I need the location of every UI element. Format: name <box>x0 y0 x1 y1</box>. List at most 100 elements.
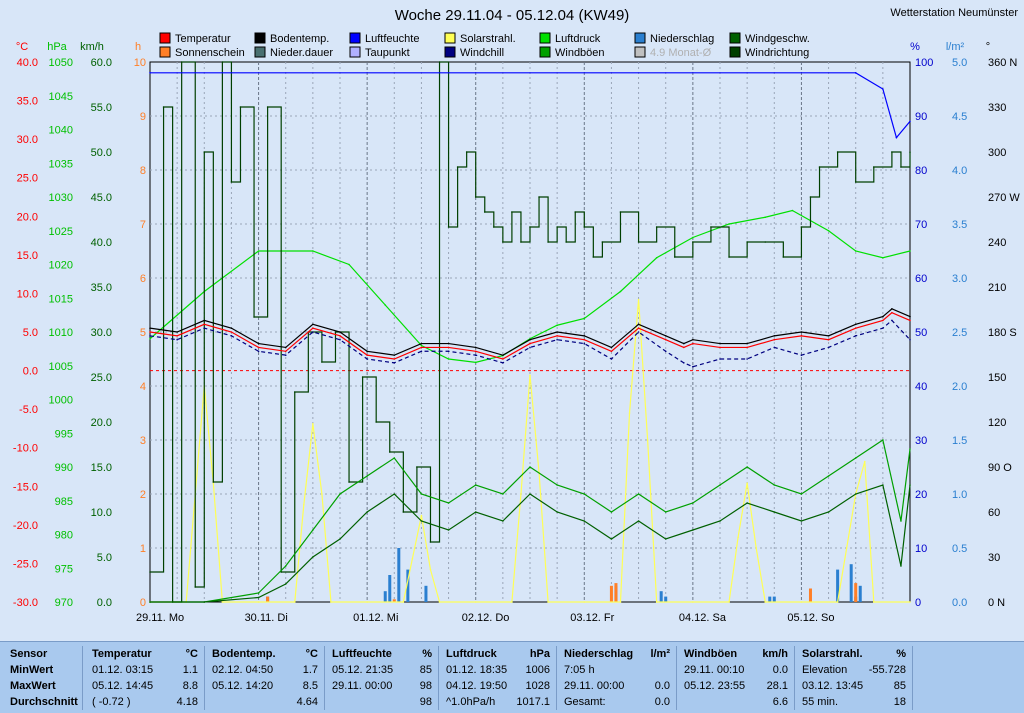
stats-min-time: 29.11. 00:10 <box>684 664 745 676</box>
point-temperatur <box>692 342 694 345</box>
point-windgeschw <box>393 493 396 495</box>
tick-humidity: 80 <box>915 165 927 177</box>
point-windrichtung <box>692 241 694 243</box>
tick-rain: 5.0 <box>952 57 967 69</box>
tick-sun: 6 <box>140 273 146 285</box>
point-solarstrahl <box>321 493 323 495</box>
point-solarstrahl <box>646 439 649 441</box>
station-name: Wetterstation Neumünster <box>890 7 1018 19</box>
point-bodentemp <box>746 342 748 345</box>
point-windgeschw <box>854 493 857 495</box>
point-windchill <box>529 346 531 349</box>
legend-label: Temperatur <box>175 33 231 45</box>
point-solarstrahl <box>637 298 640 301</box>
point-temperatur <box>773 338 776 341</box>
stats-min-value: -55.728 <box>868 664 906 676</box>
bar-niederschlag <box>388 575 392 602</box>
tick-pressure: 980 <box>55 530 73 542</box>
point-solarstrahl <box>366 601 368 603</box>
point-bodentemp <box>447 342 450 345</box>
point-windrichtung <box>637 241 640 243</box>
point-temperatur <box>257 346 260 349</box>
point-bodentemp <box>230 327 233 329</box>
point-luftdruck <box>692 236 694 239</box>
stats-sensor-label: Sensor <box>10 648 48 660</box>
tick-pressure: 1045 <box>49 91 73 103</box>
stats-avg-note: ( -0.72 ) <box>92 696 131 708</box>
bar-niederschlag <box>836 569 840 602</box>
point-temperatur <box>312 327 314 329</box>
point-windgeschw <box>312 556 314 558</box>
point-bodentemp <box>664 335 667 337</box>
stats-avg-value: 6.6 <box>772 696 788 708</box>
bar-niederschlag <box>772 596 776 602</box>
tick-sun: 7 <box>140 219 146 231</box>
point-windrichtung <box>230 181 233 183</box>
axis-headers: °C hPa km/h h% l/m² ° <box>16 41 990 53</box>
stats-min-value: 1.1 <box>182 664 198 676</box>
point-luftdruck <box>149 337 151 340</box>
point-windrichtung <box>375 421 377 423</box>
point-bodentemp <box>882 315 884 318</box>
series-line-windben <box>150 439 911 603</box>
stats-min-time: Elevation <box>802 664 848 676</box>
tick-temp: -15.0 <box>13 481 38 493</box>
point-windgeschw <box>900 565 902 567</box>
point-windgeschw <box>203 601 206 603</box>
point-windrichtung <box>474 196 477 198</box>
point-luftdruck <box>827 229 830 232</box>
point-windgeschw <box>556 511 558 513</box>
y-axis-ticks: 40.035.030.025.020.015.010.05.00.0-5.0-1… <box>13 57 1020 609</box>
point-windgeschw <box>610 538 613 540</box>
point-luftdruck <box>791 209 794 212</box>
point-windrichtung <box>194 586 197 588</box>
stats-panel: Solarstrahl.% Elevation -55.728 03.12. 13:4… <box>796 646 913 710</box>
stats-avg-value: 4.64 <box>296 696 318 708</box>
point-temperatur <box>746 346 748 349</box>
point-windrichtung <box>909 151 911 153</box>
axis-unit-temp: °C <box>16 41 28 53</box>
tick-wind: 40.0 <box>91 237 112 249</box>
tick-direction: 240 <box>988 237 1006 249</box>
point-windben <box>366 475 368 477</box>
tick-rain: 4.0 <box>952 165 967 177</box>
legend-label: Luftfeuchte <box>365 33 419 45</box>
tick-direction: 360 N <box>988 57 1017 69</box>
point-windgeschw <box>692 529 694 531</box>
axis-unit-pressure: hPa <box>47 41 67 53</box>
point-windchill <box>583 342 586 345</box>
legend: Temperatur Sonnenschein Bodentemp. Nieder.d… <box>159 32 810 59</box>
tick-pressure: 1020 <box>49 260 73 272</box>
point-temperatur <box>854 327 857 329</box>
stats-avg-note: 55 min. <box>802 696 839 708</box>
legend-label: 4.9 Monat-Ø <box>650 47 712 59</box>
tick-sun: 9 <box>140 111 146 123</box>
point-luftdruck <box>655 256 658 259</box>
stats-max-value: 0.0 <box>654 680 670 692</box>
point-luftdruck <box>854 250 857 252</box>
tick-sun: 0 <box>140 597 146 609</box>
point-windrichtung <box>465 151 468 153</box>
stats-unit: km/h <box>762 648 788 660</box>
point-temperatur <box>827 338 830 341</box>
point-solarstrahl <box>520 493 522 495</box>
series-line-windgeschw <box>150 484 911 603</box>
point-solarstrahl <box>845 547 848 549</box>
point-windrichtung <box>891 151 893 153</box>
tick-pressure: 1015 <box>49 293 73 305</box>
point-windchill <box>800 354 803 356</box>
day-label: 05.12. So <box>787 612 834 624</box>
stats-unit: °C <box>305 648 318 660</box>
point-luftfeuchte <box>882 88 884 90</box>
tick-sun: 4 <box>140 381 146 393</box>
point-solarstrahl <box>529 374 531 377</box>
tick-wind: 35.0 <box>91 282 112 294</box>
tick-pressure: 1010 <box>49 327 73 339</box>
point-windrichtung <box>447 226 450 228</box>
point-windben <box>556 484 558 486</box>
point-solarstrahl <box>511 601 513 603</box>
point-windgeschw <box>284 583 287 585</box>
point-windben <box>284 565 287 567</box>
tick-rain: 3.0 <box>952 273 967 285</box>
point-solarstrahl <box>330 601 332 603</box>
